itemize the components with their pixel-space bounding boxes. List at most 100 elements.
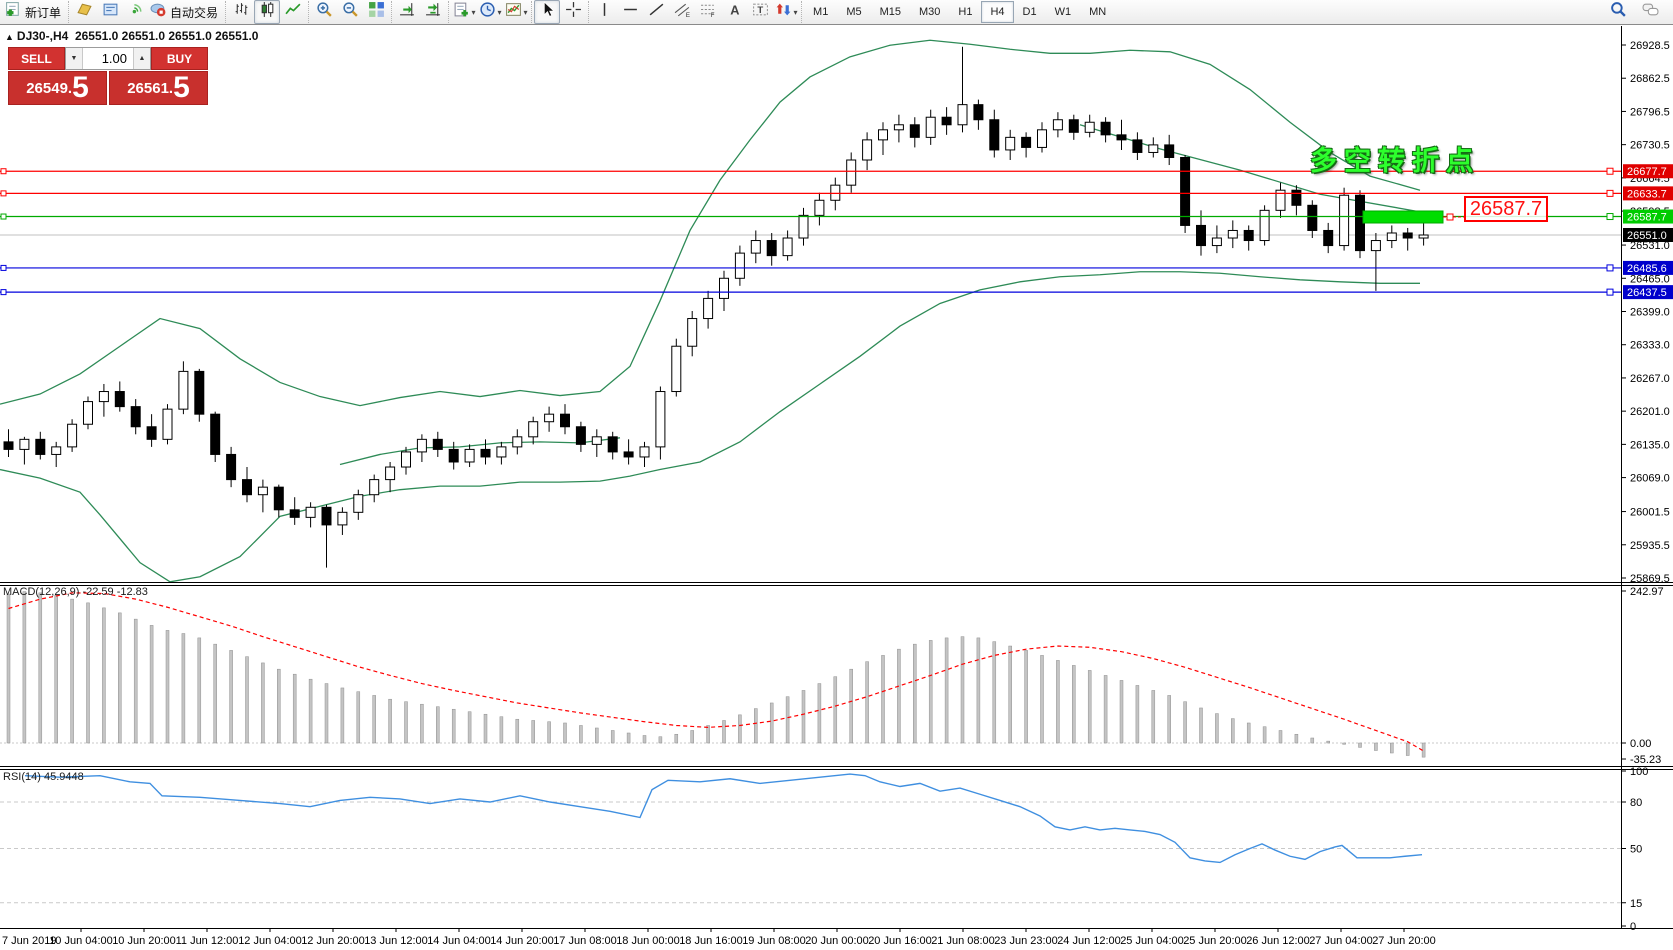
price-tag-box[interactable]: 26587.7 — [1464, 196, 1548, 222]
volume-increase-button[interactable]: ▲ — [133, 48, 150, 69]
green-level-bar[interactable] — [1362, 210, 1444, 224]
buy-button[interactable]: BUY — [151, 47, 208, 70]
time-axis-label: 26 Jun 12:00 — [1246, 935, 1310, 947]
hline-handle[interactable] — [0, 289, 7, 296]
hline-handle[interactable] — [1606, 288, 1614, 296]
price-axis[interactable]: 26928.526862.526796.526730.526664.526598… — [1621, 40, 1673, 933]
vertical-line-button[interactable] — [591, 0, 617, 24]
crosshair-button[interactable] — [560, 0, 586, 24]
sell-price-dot: . — [67, 80, 73, 97]
candle — [1100, 121, 1111, 136]
bar-chart-button[interactable] — [228, 0, 254, 24]
text-label-button[interactable]: T — [747, 0, 773, 24]
time-axis-label: 18 Jun 16:00 — [679, 935, 743, 947]
template-button[interactable]: ▾ — [503, 0, 529, 24]
signal-icon — [128, 1, 145, 23]
price-axis-label: 26135.0 — [1630, 439, 1670, 451]
hline-handle[interactable] — [0, 213, 7, 220]
buy-price-display[interactable]: 26561. 5 — [109, 71, 208, 105]
timeframe-mn[interactable]: MN — [1089, 6, 1107, 18]
arrows-button[interactable]: ▾ — [773, 0, 799, 24]
time-axis-label: 13 Jun 12:00 — [364, 935, 428, 947]
zoom-in-button[interactable] — [311, 0, 337, 24]
autotrading-button[interactable]: 自动交易 — [149, 0, 223, 24]
collapse-triangle-icon[interactable]: ▲ — [5, 32, 14, 42]
shapes-icon — [775, 1, 792, 23]
timeframe-d1[interactable]: D1 — [1022, 6, 1037, 18]
new-order-icon — [5, 1, 22, 23]
sell-price-display[interactable]: 26549. 5 — [8, 71, 107, 105]
trendline-button[interactable] — [643, 0, 669, 24]
hline-handle[interactable] — [1606, 167, 1614, 175]
new-chart-button[interactable]: ▾ — [451, 0, 477, 24]
macd-signal-line — [8, 592, 1424, 752]
hline-handle[interactable] — [1606, 264, 1614, 272]
timeframe-h4[interactable]: H4 — [981, 1, 1014, 23]
candle — [893, 124, 904, 131]
price-axis-label: 25935.5 — [1630, 540, 1670, 552]
signals-button[interactable] — [123, 0, 149, 24]
search-button[interactable] — [1605, 0, 1631, 24]
price-badge — [1623, 164, 1673, 179]
chart-canvas[interactable]: 26928.526862.526796.526730.526664.526598… — [0, 26, 1673, 950]
hline-handle[interactable] — [0, 264, 7, 271]
chart-shift-button[interactable] — [394, 0, 420, 24]
sell-button[interactable]: SELL — [8, 47, 65, 70]
hline-handle[interactable] — [0, 190, 7, 197]
profiles-button[interactable] — [97, 0, 123, 24]
hline-handle[interactable] — [0, 168, 7, 175]
turning-point-annotation[interactable]: 多空转折点 — [1310, 146, 1480, 176]
time-axis-label: 25 Jun 20:00 — [1183, 935, 1247, 947]
horizontal-line-button[interactable] — [617, 0, 643, 24]
trendline-icon — [648, 1, 665, 23]
macd-axis-label: 0.00 — [1630, 738, 1651, 750]
candle — [1386, 232, 1397, 242]
new-order-button[interactable]: 新订单 — [4, 0, 66, 24]
timeframe-m30[interactable]: M30 — [919, 6, 941, 18]
timeframe-w1[interactable]: W1 — [1054, 6, 1072, 18]
equidistant-channel-button[interactable]: E — [669, 0, 695, 24]
candle — [432, 438, 443, 450]
candle — [83, 401, 93, 425]
hline-handle[interactable] — [1606, 189, 1614, 197]
candle — [957, 104, 968, 126]
line-icon — [284, 1, 302, 23]
history-center-button[interactable] — [71, 0, 97, 24]
candle — [544, 413, 555, 423]
chat-button[interactable] — [1637, 0, 1663, 24]
line-chart-button[interactable] — [280, 0, 306, 24]
candlestick-chart-button[interactable] — [254, 0, 281, 24]
cursor-button[interactable] — [534, 0, 561, 24]
price-badge — [1623, 209, 1673, 224]
sell-price-main: 26549 — [26, 80, 68, 97]
dropdown-caret-icon: ▾ — [471, 7, 476, 17]
svg-text:T: T — [757, 5, 763, 16]
volume-input[interactable]: 1.00 — [101, 51, 127, 66]
zoom-out-icon — [342, 1, 359, 23]
candle — [480, 448, 491, 458]
chart-window[interactable]: 26928.526862.526796.526730.526664.526598… — [0, 26, 1673, 950]
price-axis-label: 26796.5 — [1630, 106, 1670, 118]
period-selector-button[interactable]: ▾ — [477, 0, 503, 24]
hline-handle[interactable] — [1606, 213, 1614, 221]
timeframe-h1[interactable]: H1 — [958, 6, 973, 18]
auto-scroll-button[interactable] — [420, 0, 446, 24]
candle — [941, 116, 952, 126]
tag-anchor-handle[interactable] — [1446, 213, 1454, 221]
candle — [337, 511, 348, 526]
timeframe-m15[interactable]: M15 — [879, 6, 901, 18]
fibonacci-button[interactable]: F — [695, 0, 721, 24]
candle — [560, 413, 570, 428]
band-middle_left — [339, 437, 621, 466]
timeframe-m5[interactable]: M5 — [846, 6, 862, 18]
candle — [305, 506, 316, 518]
timeframe-m1[interactable]: M1 — [813, 6, 829, 18]
time-axis-label: 24 Jun 12:00 — [1057, 935, 1121, 947]
volume-decrease-button[interactable]: ▼ — [66, 48, 83, 69]
candle — [1005, 136, 1016, 151]
tile-windows-button[interactable] — [363, 0, 389, 24]
zoom-out-button[interactable] — [337, 0, 363, 24]
candle — [734, 252, 745, 279]
text-button[interactable]: A — [721, 0, 747, 24]
